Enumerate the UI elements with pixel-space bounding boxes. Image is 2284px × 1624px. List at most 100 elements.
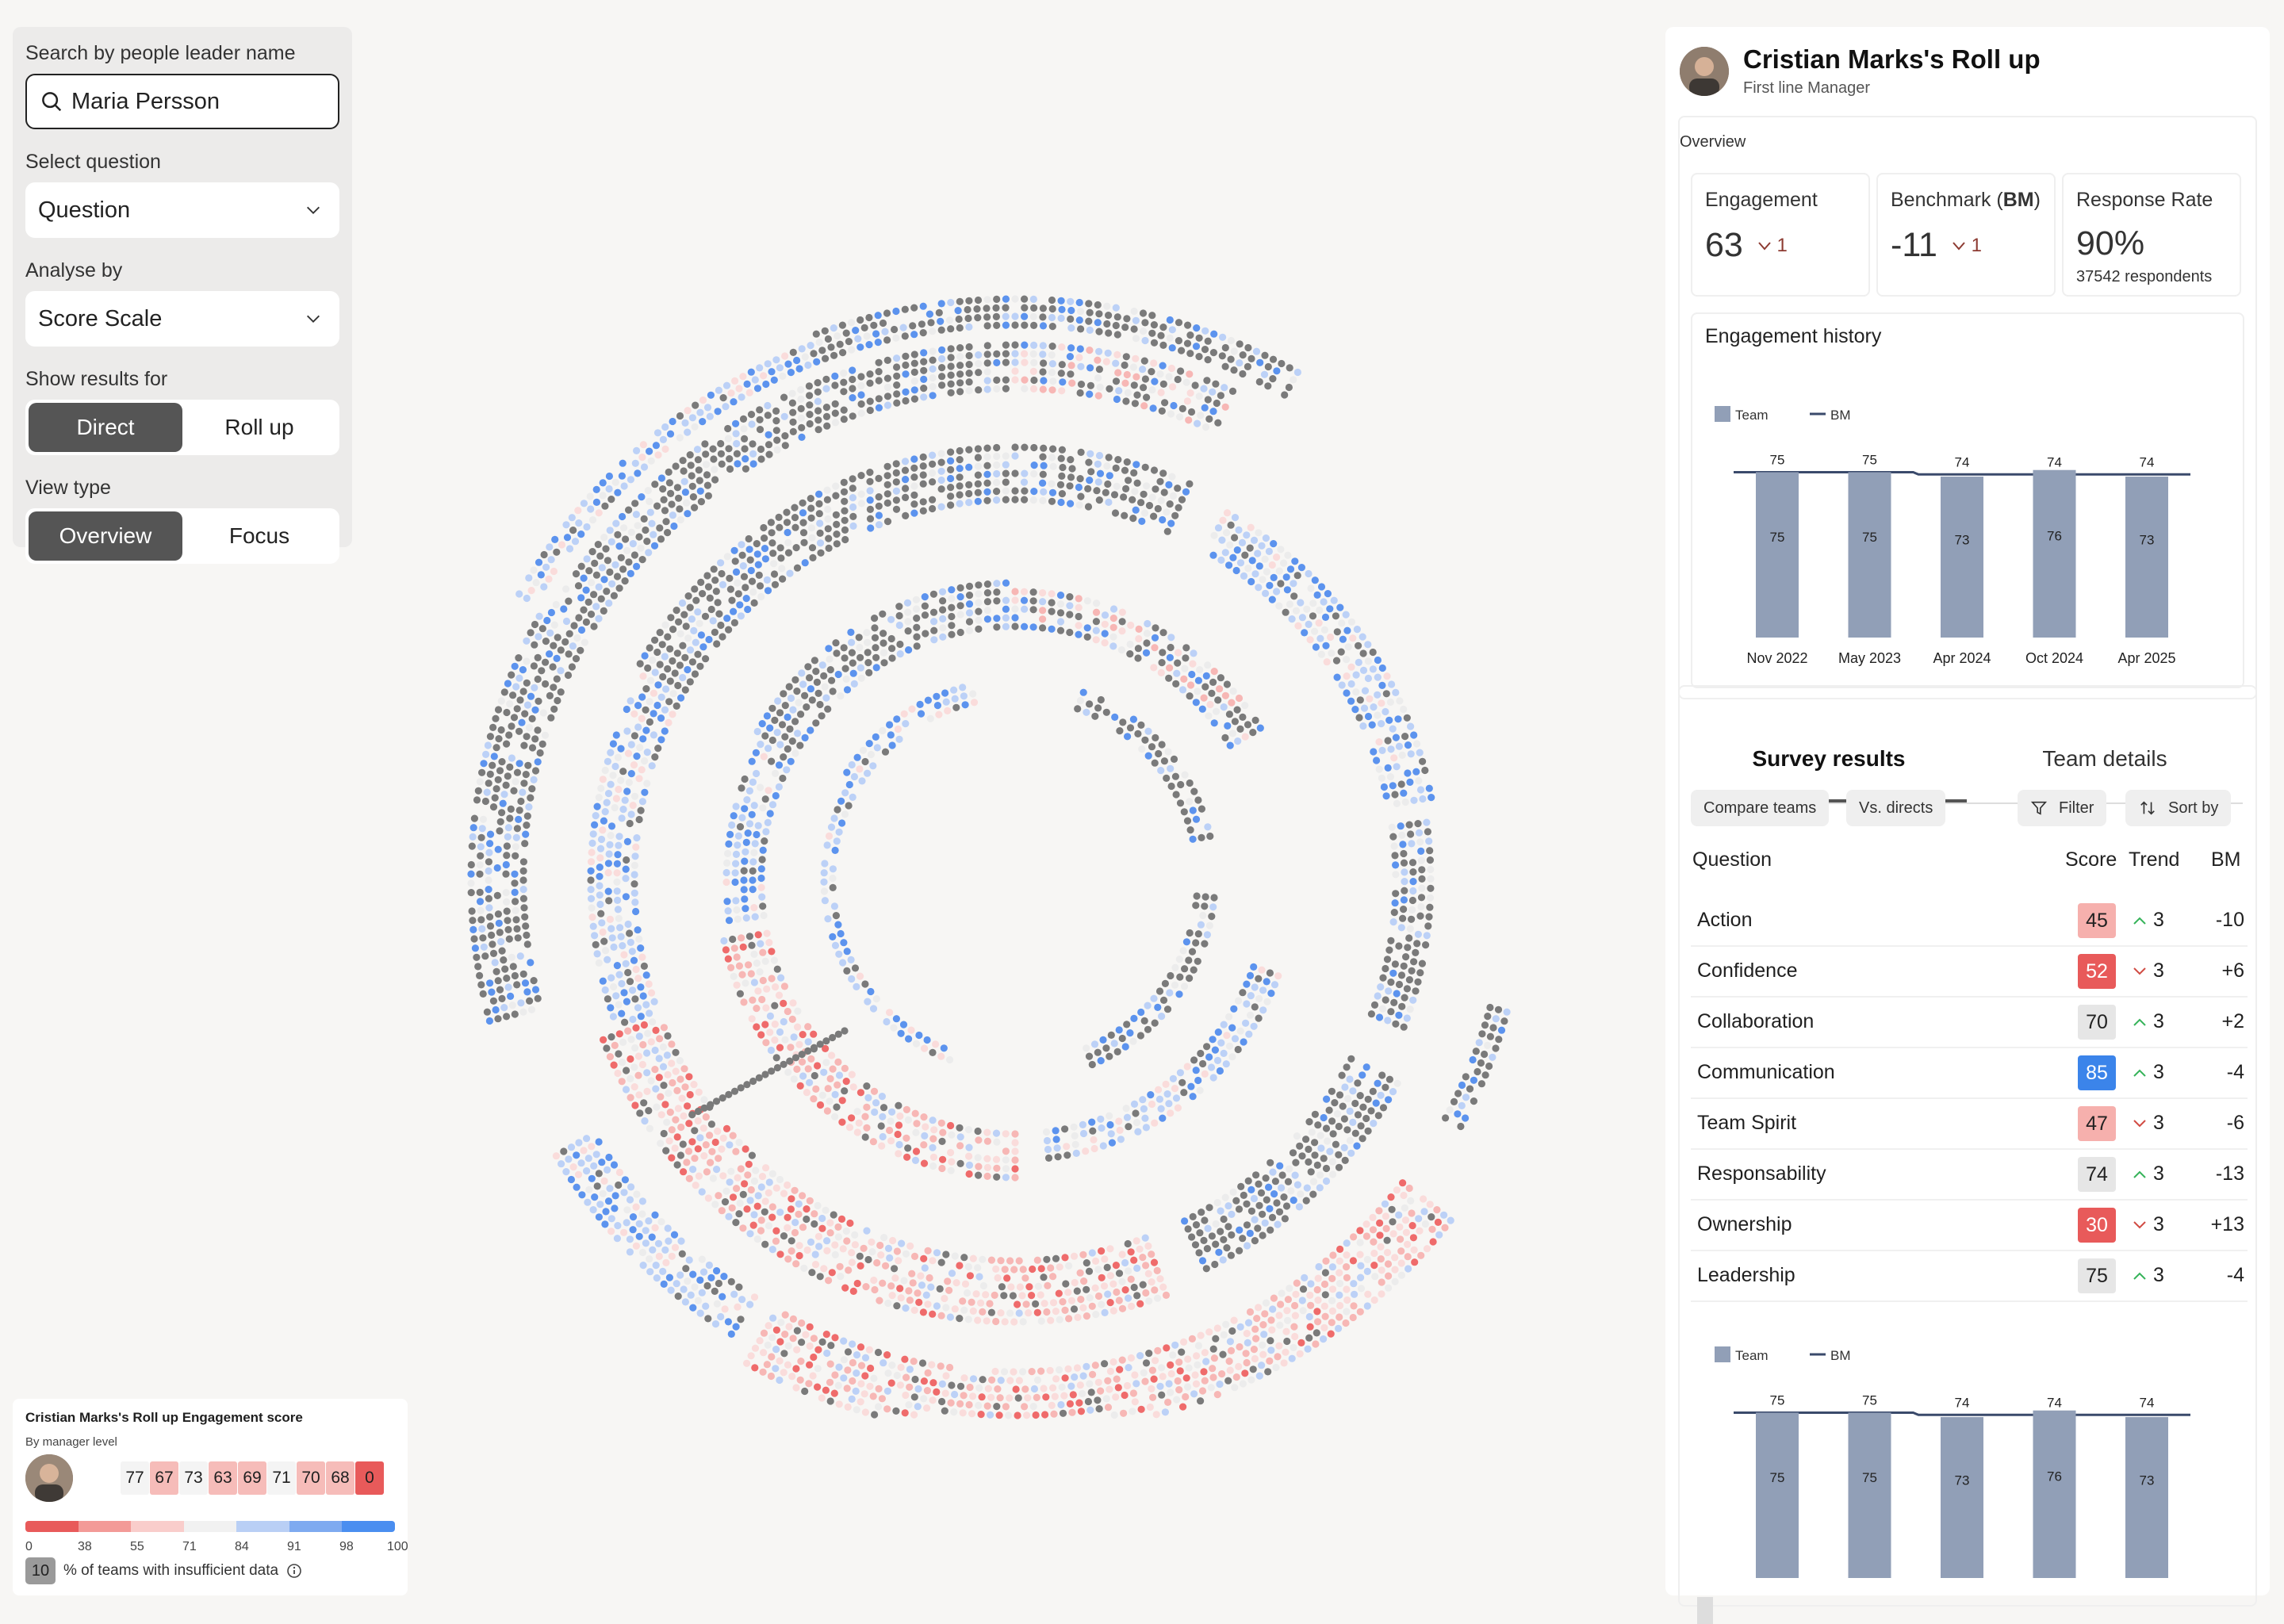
team-dot: [840, 478, 848, 486]
team-dot: [531, 767, 540, 775]
team-dot: [486, 770, 494, 779]
team-dot: [902, 370, 910, 378]
team-dot: [1387, 1008, 1395, 1016]
team-dot: [823, 1237, 831, 1245]
team-dot: [626, 1248, 634, 1256]
team-dot: [494, 910, 502, 918]
team-dot: [1152, 733, 1159, 742]
filter-button[interactable]: Filter: [2018, 790, 2107, 826]
team-dot: [1258, 966, 1266, 974]
chevron-up-icon: [2133, 1069, 2146, 1077]
team-dot: [1213, 707, 1221, 715]
team-dot: [759, 976, 767, 985]
scrollbar[interactable]: [1697, 1597, 1713, 1624]
team-dot: [1030, 1385, 1038, 1393]
team-dot: [1389, 969, 1397, 977]
team-dot: [725, 917, 734, 925]
tab-team-details[interactable]: Team details: [2042, 746, 2167, 771]
team-dot: [615, 785, 623, 794]
team-dot: [1392, 733, 1400, 741]
team-dot: [820, 672, 828, 680]
team-dot: [864, 649, 872, 657]
team-dot: [1048, 590, 1056, 598]
team-dot: [1268, 596, 1276, 603]
team-dot: [534, 994, 542, 1002]
team-dot: [921, 1132, 929, 1139]
leader-search-input[interactable]: Maria Persson: [25, 74, 339, 129]
team-dot: [861, 1408, 869, 1416]
team-dot: [941, 1407, 948, 1415]
team-dot: [893, 1302, 901, 1310]
team-dot: [1083, 597, 1091, 605]
team-dot: [1201, 346, 1209, 354]
team-dot: [1308, 1128, 1316, 1136]
table-row[interactable]: Ownership 30 3 +13: [1691, 1199, 2248, 1251]
team-dot: [814, 1383, 822, 1391]
vs-directs-button[interactable]: Vs. directs: [1846, 790, 1946, 826]
focus-button[interactable]: Focus: [228, 523, 290, 548]
team-dot: [920, 1395, 928, 1403]
team-dot: [515, 674, 523, 682]
radial-team-visualization[interactable]: [428, 270, 1578, 1419]
team-dot: [1209, 1036, 1217, 1044]
team-dot: [822, 1059, 830, 1067]
table-row[interactable]: Responsability 74 3 -13: [1691, 1148, 2248, 1201]
kpi-title: Response Rate: [2076, 189, 2213, 211]
team-dot: [567, 1143, 576, 1151]
team-dot: [772, 1227, 780, 1235]
table-row[interactable]: Collaboration 70 3 +2: [1691, 996, 2248, 1048]
table-row[interactable]: Confidence 52 3 +6: [1691, 945, 2248, 998]
team-dot: [706, 594, 714, 602]
team-dot: [588, 839, 596, 847]
team-dot: [1320, 1280, 1329, 1289]
team-dot: [1281, 1215, 1289, 1223]
overview-button[interactable]: Overview: [29, 511, 182, 561]
team-dot: [607, 1228, 615, 1235]
team-dot: [609, 740, 617, 748]
direct-button[interactable]: Direct: [29, 403, 182, 452]
sort-button[interactable]: Sort by: [2125, 790, 2232, 826]
team-dot: [513, 925, 521, 933]
team-dot: [1359, 1103, 1367, 1111]
question-name: Ownership: [1697, 1213, 1792, 1235]
team-dot: [651, 636, 659, 644]
compare-teams-button[interactable]: Compare teams: [1691, 790, 1830, 826]
team-dot: [779, 774, 787, 783]
team-dot: [585, 1185, 593, 1193]
team-dot: [1392, 861, 1400, 869]
team-dot: [866, 477, 874, 485]
info-icon[interactable]: [286, 1563, 302, 1579]
team-dot: [888, 645, 896, 653]
rollup-button[interactable]: Roll up: [224, 415, 294, 439]
team-dot: [956, 473, 964, 481]
team-dot: [753, 1005, 761, 1013]
team-dot: [580, 500, 588, 508]
team-dot: [868, 1248, 876, 1256]
team-dot: [965, 387, 973, 395]
table-row[interactable]: Action 45 3 -10: [1691, 894, 2248, 947]
team-dot: [784, 1181, 791, 1189]
team-dot: [673, 649, 681, 657]
team-dot: [1355, 642, 1362, 649]
team-dot: [1051, 1392, 1059, 1400]
analyse-select[interactable]: Score Scale: [25, 291, 339, 347]
team-dot: [1401, 994, 1408, 1002]
team-dot: [612, 992, 620, 1000]
team-dot: [919, 302, 927, 310]
team-dot: [614, 530, 622, 538]
table-row[interactable]: Communication 85 3 -4: [1691, 1047, 2248, 1099]
table-row[interactable]: Leadership 75 3 -4: [1691, 1250, 2248, 1302]
team-dot: [614, 1069, 622, 1078]
team-dot: [841, 1064, 849, 1072]
team-dot: [1188, 1335, 1196, 1342]
team-dot: [904, 608, 912, 616]
team-dot: [748, 577, 757, 585]
tab-survey-results[interactable]: Survey results: [1691, 717, 1967, 802]
team-dot: [1409, 1234, 1417, 1242]
team-dot: [1383, 1236, 1391, 1244]
team-dot: [773, 446, 781, 454]
team-dot: [1025, 1283, 1033, 1291]
question-select[interactable]: Question: [25, 182, 339, 238]
team-dot: [572, 570, 581, 578]
table-row[interactable]: Team Spirit 47 3 -6: [1691, 1097, 2248, 1150]
